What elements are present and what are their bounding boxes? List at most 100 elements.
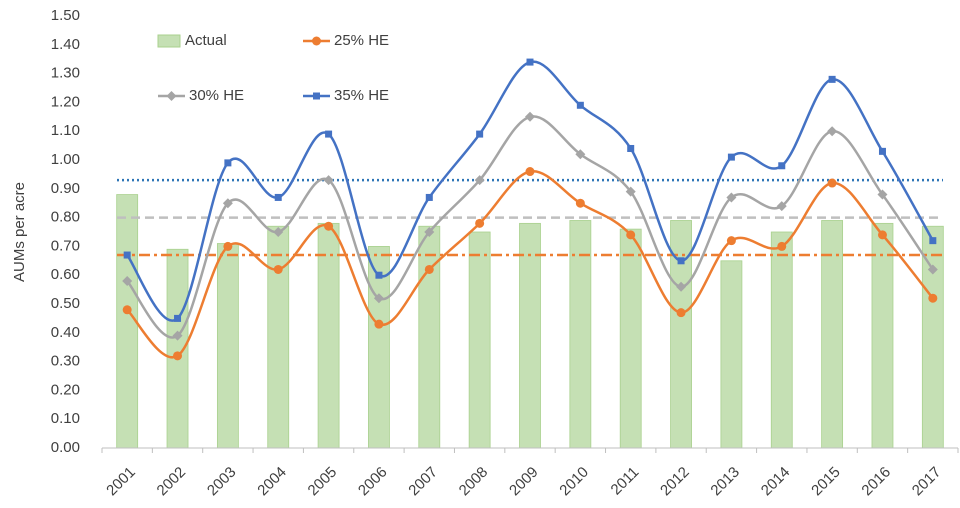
marker <box>174 314 182 322</box>
bar <box>519 222 541 449</box>
y-tick-label: 0.80 <box>51 209 80 226</box>
bar <box>216 243 239 449</box>
marker <box>222 198 233 209</box>
series-line <box>126 115 934 339</box>
bar <box>720 260 743 449</box>
marker <box>374 319 384 329</box>
x-tick-label: 2013 <box>707 464 743 500</box>
marker <box>475 218 485 228</box>
marker <box>726 192 737 203</box>
x-tick-label: 2006 <box>355 464 391 500</box>
y-tick-label: 0.00 <box>51 439 80 456</box>
y-tick-label: 0.10 <box>51 410 80 427</box>
y-tick-label: 0.20 <box>51 381 80 398</box>
bar <box>871 222 894 449</box>
y-tick-label: 0.50 <box>51 295 80 312</box>
y-tick-label: 1.30 <box>51 65 80 82</box>
marker <box>122 305 132 315</box>
x-tick-label: 2005 <box>305 464 341 500</box>
y-axis-label: AUMs per acre <box>11 182 28 282</box>
x-tick-label: 2017 <box>909 464 945 500</box>
marker <box>525 111 535 122</box>
marker <box>878 147 886 155</box>
marker <box>474 175 485 186</box>
bar <box>770 231 793 449</box>
marker <box>526 58 534 66</box>
marker <box>776 201 787 212</box>
x-tick-label: 2007 <box>405 464 441 500</box>
marker <box>525 167 535 177</box>
marker <box>778 162 786 170</box>
marker <box>274 193 282 201</box>
marker <box>626 230 636 240</box>
marker <box>373 293 384 304</box>
marker <box>625 186 636 197</box>
x-tick-label: 2003 <box>204 464 240 500</box>
marker <box>425 193 433 201</box>
marker <box>273 227 284 237</box>
marker <box>929 237 937 245</box>
marker <box>173 351 183 361</box>
x-tick-label: 2010 <box>556 464 592 500</box>
x-tick-label: 2009 <box>506 464 542 500</box>
legend-label: Actual <box>185 32 227 49</box>
marker <box>575 198 585 208</box>
y-tick-label: 1.20 <box>51 93 80 110</box>
marker <box>877 189 888 200</box>
marker <box>476 130 484 138</box>
y-tick-label: 1.10 <box>51 122 80 139</box>
y-tick-label: 1.40 <box>51 36 80 53</box>
marker <box>828 75 836 83</box>
legend-label: 30% HE <box>189 87 244 104</box>
marker <box>325 130 333 138</box>
bar <box>468 231 491 449</box>
bar <box>267 225 290 449</box>
marker <box>827 178 837 188</box>
y-tick-label: 0.30 <box>51 353 80 370</box>
x-tick-label: 2011 <box>608 464 643 499</box>
legend-label: 35% HE <box>334 87 389 104</box>
bar <box>317 222 340 449</box>
y-tick-label: 0.70 <box>51 237 80 254</box>
y-tick-label: 0.40 <box>51 324 80 341</box>
marker <box>575 149 586 160</box>
x-tick-label: 2016 <box>858 464 894 500</box>
marker <box>777 241 787 251</box>
x-tick-label: 2001 <box>103 464 139 500</box>
marker <box>676 281 687 292</box>
x-tick-label: 2014 <box>758 464 794 500</box>
y-tick-label: 1.00 <box>51 151 80 168</box>
legend-label: 25% HE <box>334 32 389 49</box>
marker <box>273 264 283 274</box>
y-tick-label: 0.60 <box>51 266 80 283</box>
marker <box>877 230 887 240</box>
marker <box>726 236 736 246</box>
bar <box>418 225 441 449</box>
marker <box>312 36 321 46</box>
marker <box>576 101 584 109</box>
marker <box>123 251 131 259</box>
y-tick-label: 0.90 <box>51 180 80 197</box>
marker <box>677 257 685 265</box>
series-line <box>126 170 934 359</box>
marker <box>927 264 938 275</box>
y-tick-label: 1.50 <box>51 7 80 24</box>
marker <box>224 159 232 167</box>
marker <box>166 91 177 101</box>
marker <box>676 308 686 318</box>
marker <box>827 126 838 137</box>
x-tick-label: 2008 <box>456 464 492 500</box>
x-tick-label: 2002 <box>154 464 190 500</box>
x-tick-label: 2012 <box>657 464 693 500</box>
legend-swatch <box>157 34 181 48</box>
marker <box>323 175 334 186</box>
marker <box>313 92 320 100</box>
marker <box>424 227 435 237</box>
x-tick-label: 2004 <box>254 464 290 500</box>
marker <box>223 241 233 251</box>
marker <box>424 264 434 274</box>
marker <box>122 275 133 286</box>
marker <box>375 271 383 279</box>
marker <box>172 330 183 341</box>
